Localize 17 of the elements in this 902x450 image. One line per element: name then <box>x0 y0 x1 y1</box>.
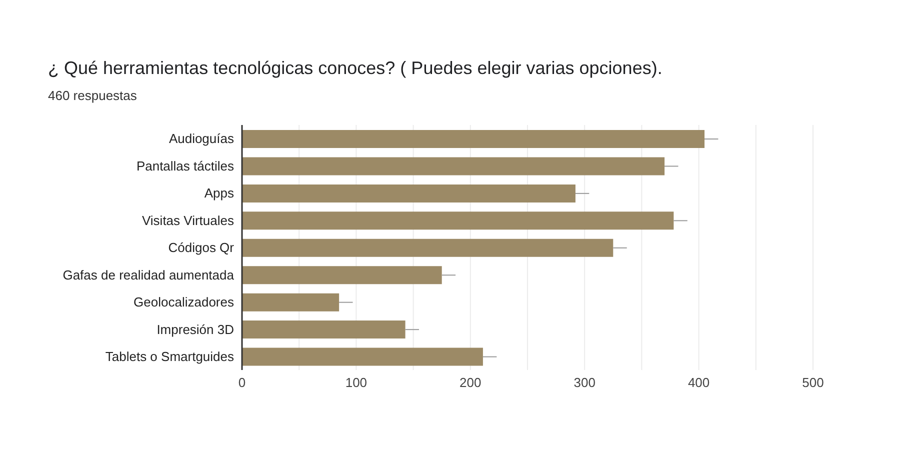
x-tick-label: 200 <box>460 375 482 390</box>
chart-title: ¿ Qué herramientas tecnológicas conoces? ( Puedes elegir varias opciones). <box>48 58 662 79</box>
x-tick-label: 400 <box>688 375 710 390</box>
y-tick-label: Audioguías <box>168 131 234 146</box>
y-tick-label: Geolocalizadores <box>134 294 234 310</box>
x-tick-label: 300 <box>574 375 596 390</box>
x-tick-label: 0 <box>238 375 246 390</box>
y-tick-label: Códigos Qr <box>168 240 235 256</box>
y-tick-label: Gafas de realidad aumentada <box>62 267 235 282</box>
y-tick-label: Impresión 3D <box>156 322 234 337</box>
x-tick-label: 500 <box>802 375 824 390</box>
y-tick-label: Visitas Virtuales <box>142 212 234 228</box>
y-tick-label: Pantallas táctiles <box>136 158 234 174</box>
x-tick-label: 100 <box>345 375 368 390</box>
text: 460 respuestas <box>48 88 137 103</box>
y-tick-label: Apps <box>204 186 234 201</box>
y-tick-label: Tablets o Smartguides <box>105 349 234 364</box>
